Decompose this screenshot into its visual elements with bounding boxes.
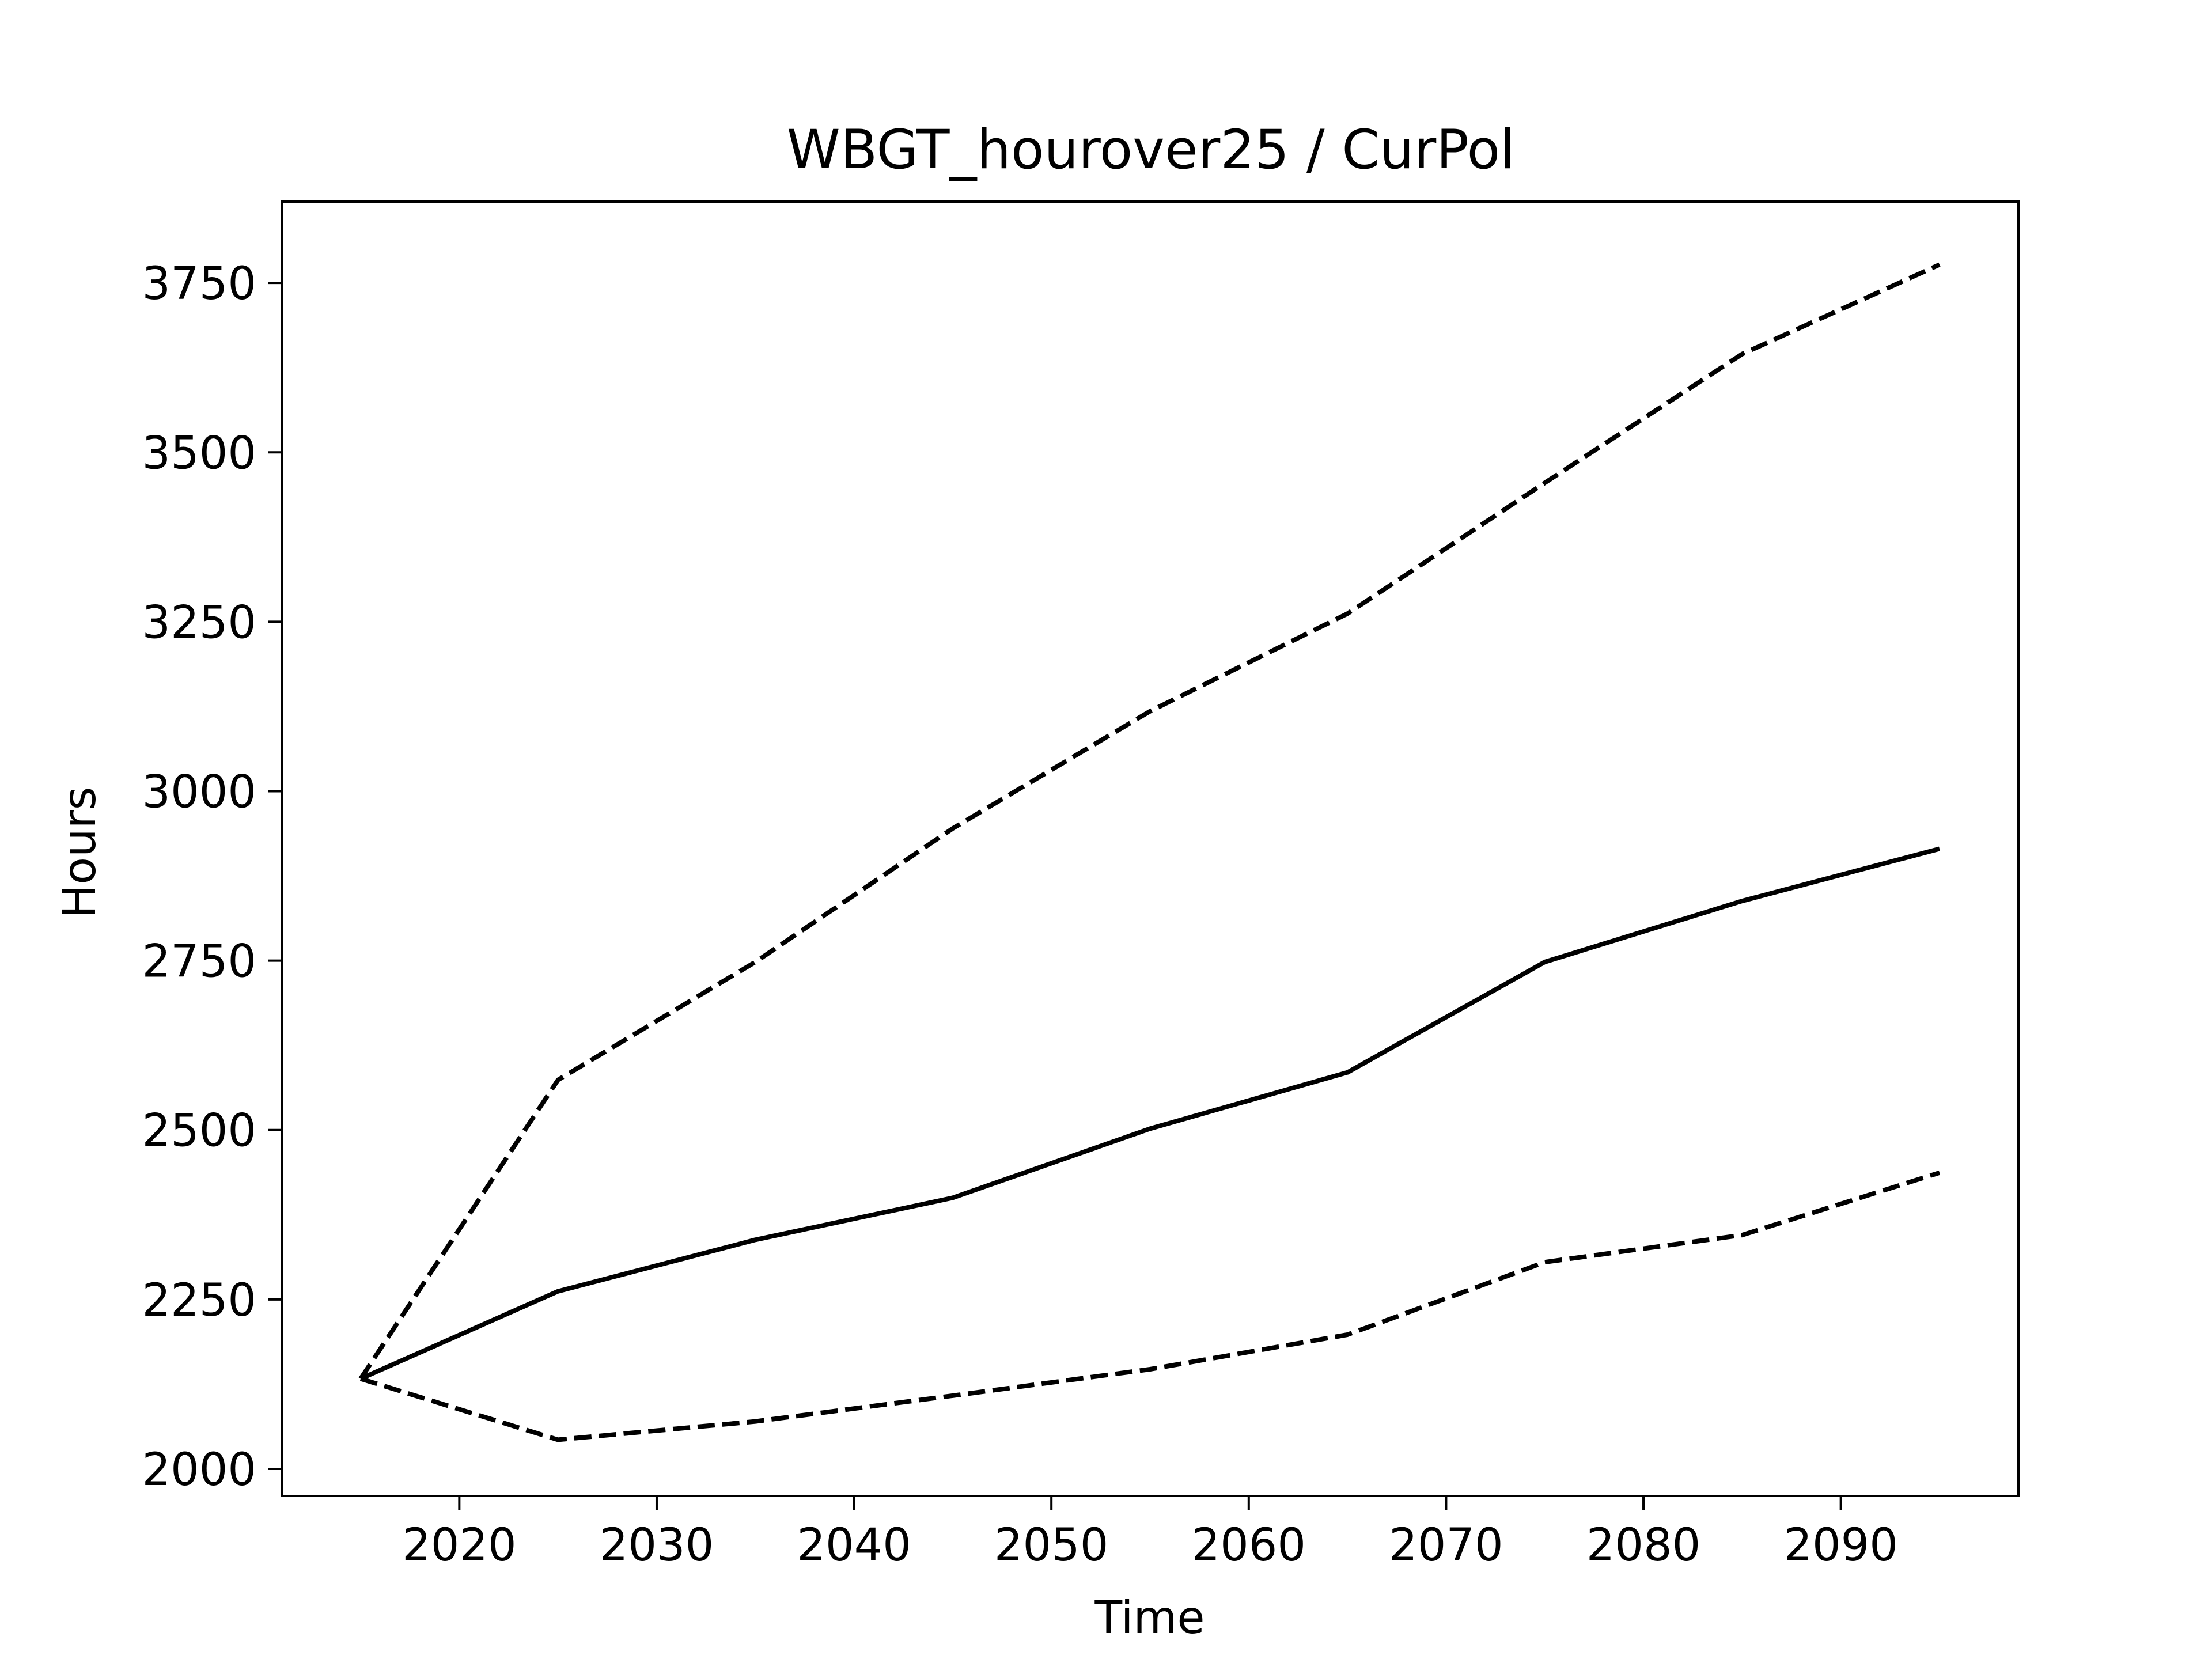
- y-axis-label: Hours: [54, 787, 106, 919]
- y-tick-label: 2750: [142, 936, 256, 988]
- y-tick-label: 3250: [142, 597, 256, 649]
- y-axis-ticks: 2000 2250 2500 2750 3000 3250 3500 3750: [142, 258, 282, 1496]
- x-tick-label: 2030: [600, 1520, 714, 1571]
- x-axis-ticks: 2020 2030 2040 2050 2060 2070 2080 2090: [402, 1496, 1898, 1571]
- chart-title: WBGT_hourover25 / CurPol: [787, 119, 1515, 181]
- x-tick-label: 2060: [1192, 1520, 1306, 1571]
- x-tick-label: 2020: [402, 1520, 517, 1571]
- series-line-3-dashed: [359, 1170, 1941, 1442]
- series-line-1-solid: [359, 846, 1941, 1381]
- plot-frame: [281, 200, 2020, 1497]
- x-tick-label: 2050: [994, 1520, 1109, 1571]
- y-tick-label: 2500: [142, 1105, 256, 1157]
- x-tick-label: 2080: [1586, 1520, 1701, 1571]
- y-tick-label: 3000: [142, 767, 256, 819]
- x-axis-label: Time: [1094, 1592, 1205, 1644]
- x-tick-label: 2070: [1389, 1520, 1503, 1571]
- series-line-2-dashed: [358, 262, 1941, 1380]
- y-tick-label: 2250: [142, 1275, 256, 1327]
- y-tick-label: 2000: [142, 1444, 256, 1496]
- series-layer: [358, 262, 1941, 1442]
- y-tick-label: 3750: [142, 258, 256, 310]
- y-tick-label: 3500: [142, 427, 256, 479]
- x-tick-label: 2090: [1783, 1520, 1898, 1571]
- x-tick-label: 2040: [797, 1520, 911, 1571]
